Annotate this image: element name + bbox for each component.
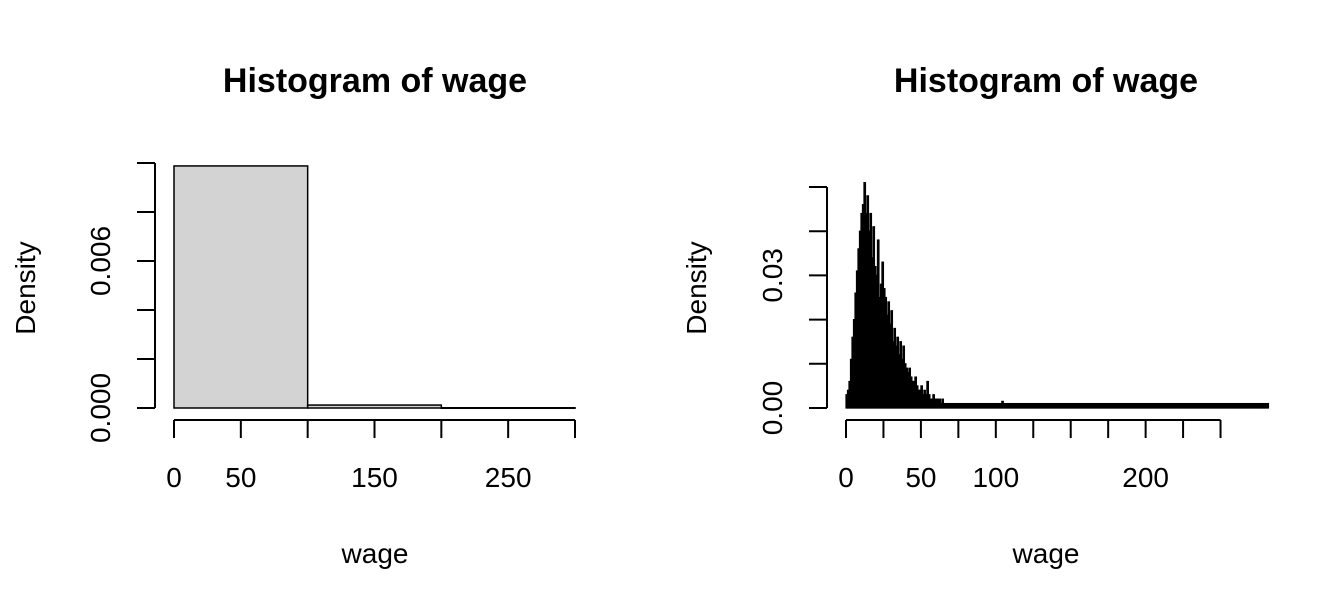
x-tick-label: 100 (972, 462, 1019, 493)
x-tick-label: 200 (1122, 462, 1169, 493)
x-axis-label: wage (1012, 538, 1080, 569)
y-tick-label: 0.00 (757, 381, 788, 436)
x-tick-label: 0 (838, 462, 854, 493)
chart-title: Histogram of wage (894, 62, 1198, 100)
bars-group (845, 181, 1270, 409)
x-tick-label: 250 (485, 462, 532, 493)
bars-group (173, 165, 576, 410)
y-axis-label: Density (10, 241, 41, 334)
y-tick-label: 0.000 (85, 373, 116, 443)
chart-title: Histogram of wage (223, 62, 527, 100)
y-tick-label: 0.006 (85, 226, 116, 296)
x-tick-label: 0 (166, 462, 182, 493)
x-axis: 0 50 100 200 (838, 419, 1222, 493)
x-axis-label: wage (341, 538, 409, 569)
histogram-bar (1266, 402, 1270, 409)
histogram-bar (173, 165, 309, 409)
x-tick-label: 150 (351, 462, 398, 493)
y-axis-label: Density (681, 241, 712, 334)
y-axis: 0.000 0.006 (85, 162, 156, 443)
histogram-panel-right: Histogram of wage wage Density 0 50 100 200… (681, 62, 1270, 569)
histogram-bar (440, 407, 576, 410)
y-axis: 0.00 0.03 (757, 186, 828, 436)
histogram-bar (306, 404, 443, 409)
x-tick-label: 50 (225, 462, 256, 493)
x-axis: 0 50 150 250 (166, 419, 576, 493)
x-tick-label: 50 (905, 462, 936, 493)
histogram-panel-left: Histogram of wage wage Density 0 50 150 250… (10, 62, 576, 569)
y-tick-label: 0.03 (757, 248, 788, 303)
